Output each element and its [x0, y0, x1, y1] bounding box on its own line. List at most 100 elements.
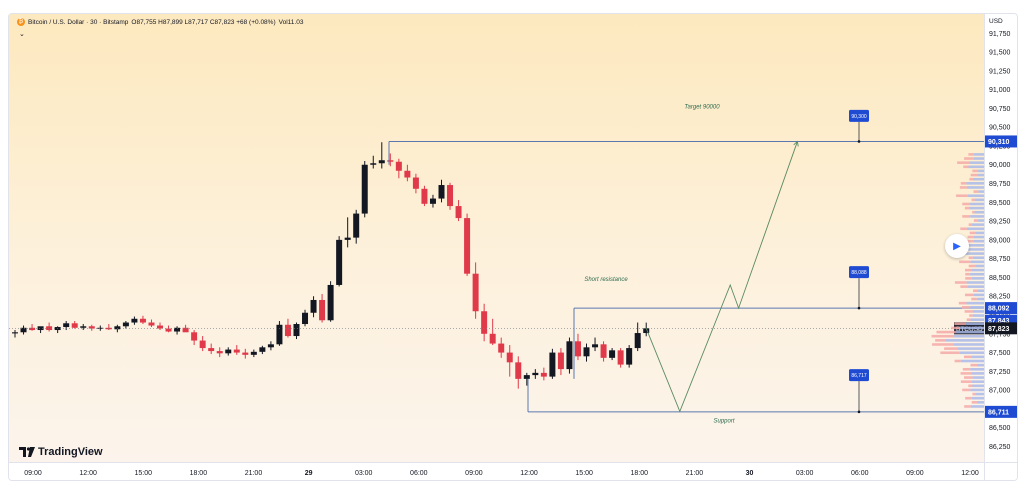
- candle-body: [37, 326, 44, 331]
- volume-bar-sell: [940, 351, 960, 355]
- volume-bar-buy: [966, 182, 984, 185]
- price-tick-label: 89,500: [989, 200, 1011, 207]
- candle: [370, 155, 377, 169]
- volume-bar-sell: [960, 227, 967, 231]
- candle-body: [455, 206, 462, 219]
- candle: [532, 369, 539, 379]
- tradingview-logo[interactable]: TradingView: [19, 446, 103, 458]
- ohlc-values: O87,755 H87,899 L87,717 C87,823 +68 (+0.…: [131, 18, 276, 26]
- price-tick-label: 86,500: [989, 425, 1011, 432]
- price-tick-label: 90,500: [989, 125, 1011, 132]
- time-tick-label: 12:00: [520, 470, 538, 477]
- candle-body: [489, 333, 496, 344]
- price-tick-label: 87,750: [989, 331, 1011, 338]
- volume-bar-sell: [951, 326, 961, 330]
- volume-bar-buy: [970, 388, 984, 392]
- time-tick-label: 03:00: [355, 470, 373, 477]
- time-tick-label: 15:00: [575, 470, 593, 477]
- time-tick-label: 21:00: [245, 470, 263, 477]
- volume-bar-sell: [964, 157, 974, 160]
- candle: [105, 324, 112, 331]
- volume-bar-buy: [972, 314, 984, 317]
- time-tick-label: 18:00: [631, 470, 649, 477]
- measure-dot: [857, 306, 861, 310]
- candle-body: [609, 350, 616, 358]
- candle-body: [20, 327, 27, 333]
- candle-body: [327, 284, 334, 321]
- volume-bar-buy: [966, 227, 984, 231]
- candle: [327, 281, 334, 322]
- candle-body: [370, 163, 377, 165]
- candle: [438, 179, 445, 203]
- plot-area[interactable]: BTCUSD Target 90000 Short resistance Suppor…: [9, 14, 984, 462]
- candle: [225, 347, 232, 356]
- candle-body: [250, 351, 257, 355]
- candle-body: [122, 322, 129, 327]
- volume-bar-sell: [962, 367, 971, 371]
- candle-body: [71, 323, 78, 328]
- volume-bar-sell: [969, 177, 974, 181]
- candle: [481, 303, 488, 342]
- time-axis-canvas[interactable]: 09:00 12:00 15:00 18:00 21:00 29 03:00 06:00 09:…: [9, 463, 984, 481]
- candle: [634, 322, 641, 352]
- candle-body: [199, 340, 206, 349]
- price-tick-label: 89,000: [989, 237, 1011, 244]
- candle-body: [626, 348, 633, 365]
- candle-body: [447, 185, 454, 207]
- chart-frame: BTCUSD Target 90000 Short resistance Suppor…: [8, 13, 1018, 481]
- candle: [250, 349, 257, 358]
- candle-body: [182, 327, 189, 333]
- play-icon[interactable]: ▶: [945, 234, 969, 258]
- volume-bar-sell: [959, 260, 971, 264]
- candle: [540, 367, 547, 381]
- measure-value: 90,300: [851, 114, 867, 120]
- volume-bar-buy: [973, 239, 984, 243]
- volume-bar-sell: [935, 339, 946, 342]
- candle: [353, 209, 360, 244]
- candle: [208, 343, 215, 355]
- candle-body: [97, 327, 104, 329]
- candle: [592, 337, 599, 352]
- candle: [319, 293, 326, 323]
- price-level-value: 88,092: [988, 306, 1010, 313]
- measure-badge: [849, 109, 869, 122]
- volume-bar-buy: [969, 161, 984, 164]
- candle: [515, 356, 522, 389]
- volume-bar-buy: [960, 326, 984, 330]
- volume-bar-buy: [971, 380, 984, 383]
- time-axis[interactable]: 09:00 12:00 15:00 18:00 21:00 29 03:00 06:00 09:…: [9, 462, 984, 481]
- volume-profile: [931, 153, 984, 408]
- price-axis-canvas[interactable]: 91,75091,50091,25091,00090,75090,50090,2…: [985, 14, 1018, 462]
- volume-bar-buy: [962, 252, 984, 255]
- candle-body: [302, 312, 309, 325]
- price-level-value: 90,310: [988, 139, 1010, 146]
- price-tick-label: 88,750: [989, 256, 1011, 263]
- price-axis[interactable]: 91,75091,50091,25091,00090,75090,50090,2…: [984, 14, 1018, 462]
- candle-body: [634, 333, 641, 349]
- candle-body: [617, 350, 624, 365]
- symbol-title[interactable]: Bitcoin / U.S. Dollar · 30 · Bitstamp: [28, 18, 129, 26]
- candle: [421, 185, 428, 207]
- volume-bar-buy: [974, 198, 984, 202]
- candle-body: [481, 311, 488, 334]
- volume-bar-sell: [960, 182, 967, 185]
- projection-path: [645, 141, 798, 413]
- volume-bar-buy: [966, 244, 984, 247]
- tradingview-logo-icon: [19, 447, 35, 457]
- projection-arrow-head: [793, 140, 799, 147]
- volume-bar-buy: [970, 260, 984, 264]
- candle-body: [472, 273, 479, 312]
- candle-body: [63, 323, 70, 328]
- price-tick-label: 89,750: [989, 181, 1011, 188]
- price-tick-label: 90,750: [989, 106, 1011, 113]
- symbol-legend[interactable]: ₿ Bitcoin / U.S. Dollar · 30 · Bitstamp …: [17, 18, 303, 26]
- candle: [63, 321, 70, 331]
- volume-bar-buy: [977, 363, 984, 367]
- volume-bar-sell: [968, 256, 973, 260]
- price-tick-label: 91,250: [989, 68, 1011, 75]
- candle: [574, 333, 581, 361]
- chart-canvas[interactable]: BTCUSD Target 90000 Short resistance Suppor…: [9, 14, 984, 462]
- volume-bar-sell: [964, 268, 972, 272]
- volume-bar-sell: [959, 186, 967, 189]
- chevron-down-icon[interactable]: ⌄: [19, 31, 25, 38]
